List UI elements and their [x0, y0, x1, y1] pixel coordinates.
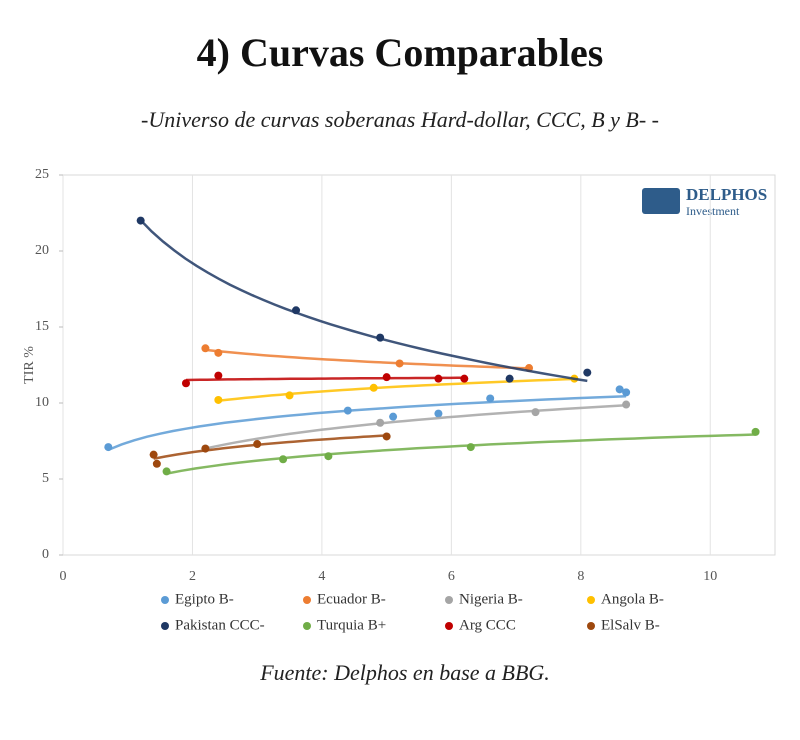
legend-label: Pakistan CCC- — [175, 617, 265, 633]
trend-line — [107, 395, 627, 452]
legend-marker — [445, 622, 453, 630]
point — [149, 450, 158, 459]
point — [466, 443, 475, 452]
logo-sub: Investment — [686, 204, 740, 218]
point — [279, 455, 288, 464]
legend-marker — [587, 622, 595, 630]
legend-label: Nigeria B- — [459, 591, 523, 607]
legend-label: Turquia B+ — [317, 617, 386, 633]
x-tick-label: 0 — [60, 569, 67, 584]
logo: DELPHOS Investment — [642, 185, 767, 218]
point — [214, 371, 223, 380]
point — [751, 427, 760, 436]
point — [162, 467, 171, 476]
point — [460, 374, 469, 383]
y-tick-label: 5 — [42, 471, 49, 486]
y-tick-label: 25 — [35, 167, 49, 182]
point — [104, 443, 113, 452]
point — [201, 444, 210, 453]
x-tick-label: 10 — [703, 569, 717, 584]
point — [324, 452, 333, 461]
point — [201, 344, 210, 353]
point — [382, 373, 391, 382]
point — [622, 400, 631, 409]
point — [531, 408, 540, 417]
y-tick-label: 15 — [35, 319, 49, 334]
legend-label: Ecuador B- — [317, 591, 386, 607]
legend-marker — [587, 596, 595, 604]
point — [181, 379, 190, 388]
trend-line — [205, 348, 530, 370]
trend-line — [139, 219, 588, 383]
legend-marker — [161, 622, 169, 630]
point — [369, 383, 378, 392]
point — [486, 394, 495, 403]
y-tick-label: 10 — [35, 395, 49, 410]
point — [395, 359, 404, 368]
logo-icon — [642, 188, 680, 214]
point — [376, 333, 385, 342]
legend-label: ElSalv B- — [601, 617, 660, 633]
legend-label: Angola B- — [601, 591, 664, 607]
point — [285, 391, 294, 400]
point — [389, 412, 398, 421]
point — [253, 440, 262, 449]
point — [583, 368, 592, 377]
legend-label: Arg CCC — [459, 617, 516, 633]
point — [152, 459, 161, 468]
trend-line — [218, 377, 575, 403]
legend-marker — [445, 596, 453, 604]
logo-name: DELPHOS — [686, 185, 767, 204]
point — [615, 385, 624, 394]
trend-line — [185, 376, 465, 382]
point — [343, 406, 352, 415]
point — [214, 348, 223, 357]
source-note: Fuente: Delphos en base a BBG. — [259, 660, 550, 685]
chart-title: 4) Curvas Comparables — [197, 30, 604, 75]
y-tick-label: 0 — [42, 547, 49, 562]
point — [214, 395, 223, 404]
x-tick-label: 4 — [318, 569, 325, 584]
trend-line — [153, 434, 387, 460]
point — [434, 409, 443, 418]
legend-marker — [303, 596, 311, 604]
x-tick-label: 8 — [577, 569, 584, 584]
point — [382, 432, 391, 441]
point — [434, 374, 443, 383]
x-tick-label: 6 — [448, 569, 455, 584]
point — [622, 388, 631, 397]
point — [136, 216, 145, 225]
point — [505, 374, 514, 383]
x-tick-label: 2 — [189, 569, 196, 584]
trend-line — [166, 433, 756, 475]
legend-marker — [161, 596, 169, 604]
legend-marker — [303, 622, 311, 630]
legend-label: Egipto B- — [175, 591, 234, 607]
point — [376, 418, 385, 427]
trend-line — [205, 404, 627, 450]
y-tick-label: 20 — [35, 243, 49, 258]
point — [292, 306, 301, 315]
chart-subtitle: -Universo de curvas soberanas Hard-dolla… — [141, 107, 659, 132]
y-axis-label: TIR % — [22, 346, 37, 384]
